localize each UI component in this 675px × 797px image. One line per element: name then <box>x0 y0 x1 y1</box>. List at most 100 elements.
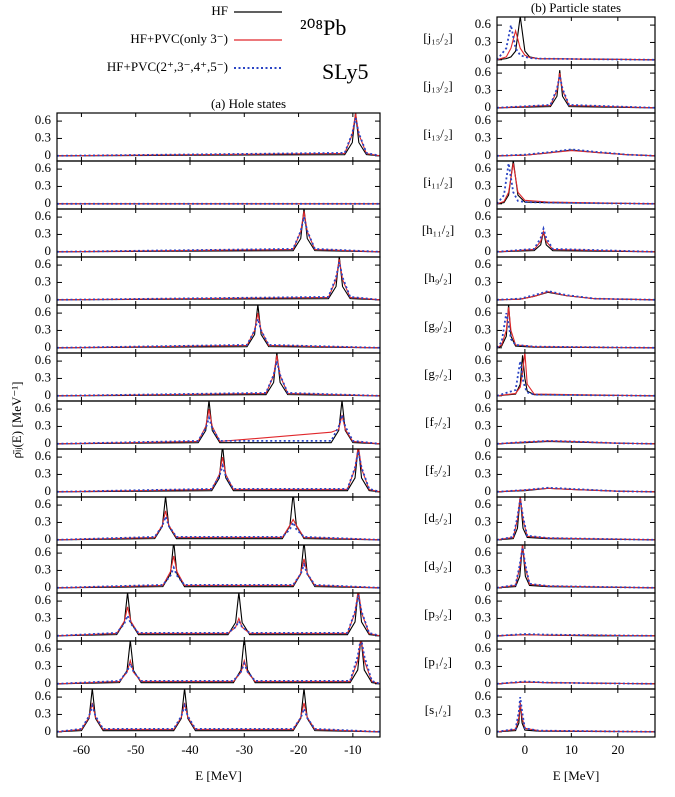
y-tick-label: 0 <box>485 387 492 402</box>
x-axis-label: E [MeV] <box>553 768 600 783</box>
series-line <box>57 411 380 445</box>
plot-area <box>57 593 380 637</box>
y-tick-label: 0 <box>485 99 492 114</box>
y-tick-label: 0.3 <box>35 465 51 480</box>
series-line <box>57 689 380 733</box>
plot-area <box>497 696 655 733</box>
series-line <box>497 148 655 157</box>
row-label: [g₇/₂] <box>424 366 452 381</box>
y-tick-label: 0.6 <box>35 400 52 415</box>
y-tick-label: 0.3 <box>35 177 51 192</box>
x-tick-label: -10 <box>344 742 361 757</box>
y-tick-label: 0.3 <box>35 417 51 432</box>
y-tick-label: 0.6 <box>35 352 52 367</box>
y-tick-label: 0 <box>45 723 52 738</box>
series-line <box>57 593 380 637</box>
series-line <box>497 73 655 109</box>
series-line <box>57 593 380 637</box>
row-label: [p₁/₂] <box>424 654 452 669</box>
series-line <box>57 209 380 253</box>
series-line <box>497 28 655 61</box>
y-tick-label: 0 <box>45 387 52 402</box>
series-line <box>497 161 655 205</box>
series-line <box>497 499 655 541</box>
x-tick-label: -20 <box>290 742 307 757</box>
y-axis-label: ρ̄ₗⱼ(E) [MeV⁻¹] <box>9 382 24 459</box>
series-line <box>497 486 655 493</box>
series-line <box>57 449 380 493</box>
y-tick-label: 0.3 <box>475 177 491 192</box>
series-line <box>57 113 380 157</box>
panel-frame <box>496 160 656 210</box>
series-line <box>57 216 380 253</box>
series-line <box>57 401 380 445</box>
plot-area <box>57 641 380 685</box>
plot-area <box>57 401 380 445</box>
series-line <box>497 312 655 349</box>
series-line <box>57 641 380 685</box>
y-tick-label: 0.6 <box>475 304 492 319</box>
row-label: [j₁₃/₂] <box>423 78 452 93</box>
y-tick-label: 0.6 <box>35 304 52 319</box>
y-tick-label: 0.6 <box>35 160 52 175</box>
plot-area <box>497 70 655 109</box>
y-tick-label: 0.3 <box>35 705 51 720</box>
series-line <box>497 545 655 589</box>
plot-area <box>57 353 380 397</box>
series-line <box>497 360 655 397</box>
series-line <box>497 70 655 109</box>
y-tick-label: 0 <box>485 147 492 162</box>
y-tick-label: 0 <box>45 435 52 450</box>
plot-area <box>497 439 655 445</box>
plot-area <box>497 497 655 541</box>
y-tick-label: 0.3 <box>35 657 51 672</box>
series-line <box>57 113 380 157</box>
x-tick-label: -40 <box>181 742 198 757</box>
series-line <box>57 355 380 397</box>
series-line <box>57 118 380 157</box>
series-line <box>497 24 655 61</box>
series-line <box>497 439 655 445</box>
y-tick-label: 0 <box>485 723 492 738</box>
y-tick-label: 0 <box>485 675 492 690</box>
y-tick-label: 0 <box>485 195 492 210</box>
y-tick-label: 0.3 <box>35 369 51 384</box>
y-tick-label: 0.3 <box>475 369 491 384</box>
x-tick-label: 10 <box>565 742 578 757</box>
y-tick-label: 0.6 <box>475 640 492 655</box>
row-label: [d₅/₂] <box>424 510 452 525</box>
plot-area <box>57 449 380 493</box>
series-line <box>497 547 655 589</box>
series-line <box>57 561 380 589</box>
y-tick-label: 0.3 <box>475 609 491 624</box>
row-label: [f₇/₂] <box>425 414 451 429</box>
series-line <box>497 225 655 253</box>
y-tick-label: 0 <box>485 483 492 498</box>
y-tick-label: 0 <box>485 291 492 306</box>
y-tick-label: 0.3 <box>475 321 491 336</box>
y-tick-label: 0.6 <box>475 400 492 415</box>
y-tick-label: 0.6 <box>35 112 52 127</box>
y-tick-label: 0.3 <box>475 561 491 576</box>
series-line <box>497 353 655 397</box>
series-line <box>57 555 380 589</box>
series-line <box>497 163 655 205</box>
y-tick-label: 0.3 <box>35 513 51 528</box>
y-tick-label: 0.6 <box>35 496 52 511</box>
y-tick-label: 0.6 <box>475 688 492 703</box>
plot-area <box>497 148 655 157</box>
y-tick-label: 0.6 <box>35 592 52 607</box>
series-line <box>57 702 380 733</box>
row-label: [g₉/₂] <box>424 318 452 333</box>
y-tick-label: 0 <box>485 339 492 354</box>
plot-area <box>57 305 380 349</box>
row-label: [j₁₅/₂] <box>423 30 452 45</box>
y-tick-label: 0 <box>485 531 492 546</box>
series-line <box>497 17 655 61</box>
y-tick-label: 0 <box>485 435 492 450</box>
y-tick-label: 0.3 <box>475 657 491 672</box>
series-line <box>57 449 380 493</box>
series-line <box>497 75 655 109</box>
y-tick-label: 0.6 <box>475 496 492 511</box>
